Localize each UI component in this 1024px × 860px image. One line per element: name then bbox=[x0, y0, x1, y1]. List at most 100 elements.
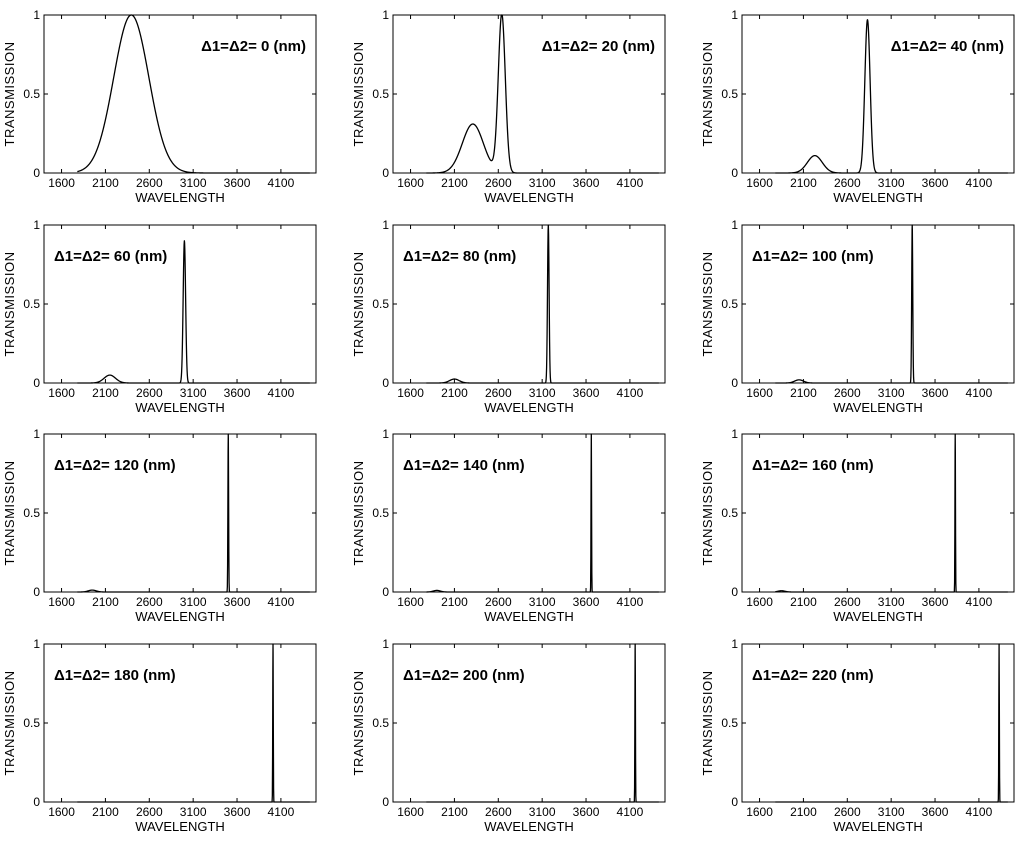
y-axis-label: TRANSMISSION bbox=[351, 461, 366, 566]
x-tick-label: 4100 bbox=[268, 805, 295, 819]
x-tick-label: 2100 bbox=[92, 805, 119, 819]
x-axis-label: WAVELENGTH bbox=[833, 819, 923, 834]
x-axis-label: WAVELENGTH bbox=[484, 190, 574, 205]
x-tick-label: 1600 bbox=[397, 805, 424, 819]
x-tick-label: 2100 bbox=[92, 386, 119, 400]
x-tick-label: 2600 bbox=[485, 386, 512, 400]
x-tick-label: 1600 bbox=[397, 386, 424, 400]
subplot-6: 1600 2100 2600 3100 3600 4100 0 0.5 1 WAVELENGTH T… bbox=[700, 218, 1015, 415]
y-tick-label: 0.5 bbox=[23, 506, 40, 520]
x-tick-label: 4100 bbox=[966, 176, 993, 190]
x-tick-label: 3600 bbox=[573, 176, 600, 190]
x-tick-label: 2600 bbox=[485, 595, 512, 609]
subplot-1: 1600 2100 2600 3100 3600 4100 0 0.5 1 WAVELENGTH T… bbox=[2, 8, 317, 205]
x-tick-label: 1600 bbox=[397, 176, 424, 190]
y-tick-label: 1 bbox=[382, 218, 389, 232]
x-tick-label: 4100 bbox=[617, 805, 644, 819]
x-tick-label: 3100 bbox=[878, 805, 905, 819]
x-tick-label: 2100 bbox=[790, 595, 817, 609]
x-tick-label: 3600 bbox=[922, 595, 949, 609]
x-tick-label: 3600 bbox=[224, 176, 251, 190]
y-tick-label: 0.5 bbox=[372, 87, 389, 101]
x-tick-label: 3600 bbox=[922, 805, 949, 819]
x-axis-label: WAVELENGTH bbox=[833, 190, 923, 205]
y-tick-label: 1 bbox=[33, 637, 40, 651]
x-tick-label: 4100 bbox=[617, 176, 644, 190]
y-tick-label: 0 bbox=[33, 795, 40, 809]
y-tick-label: 1 bbox=[382, 637, 389, 651]
transmission-series bbox=[425, 14, 660, 174]
delta-annotation: Δ1=Δ2= 80 (nm) bbox=[403, 248, 516, 265]
subplot-12: 1600 2100 2600 3100 3600 4100 0 0.5 1 WAVELENGTH T… bbox=[700, 637, 1015, 834]
y-tick-label: 0.5 bbox=[23, 87, 40, 101]
x-tick-label: 2600 bbox=[136, 805, 163, 819]
y-axis-label: TRANSMISSION bbox=[351, 252, 366, 357]
y-tick-label: 0 bbox=[33, 585, 40, 599]
x-tick-label: 3100 bbox=[529, 805, 556, 819]
x-tick-label: 2600 bbox=[834, 805, 861, 819]
x-tick-label: 4100 bbox=[617, 386, 644, 400]
y-axis-label: TRANSMISSION bbox=[700, 42, 715, 147]
transmission-series bbox=[76, 240, 311, 384]
x-tick-label: 1600 bbox=[746, 386, 773, 400]
y-axis-label: TRANSMISSION bbox=[2, 252, 17, 357]
y-tick-label: 0.5 bbox=[721, 506, 738, 520]
x-tick-label: 4100 bbox=[617, 595, 644, 609]
transmission-series bbox=[425, 224, 660, 384]
y-tick-label: 1 bbox=[33, 8, 40, 22]
delta-annotation: Δ1=Δ2= 100 (nm) bbox=[752, 248, 874, 265]
y-tick-label: 0.5 bbox=[721, 297, 738, 311]
x-tick-label: 3600 bbox=[922, 176, 949, 190]
delta-annotation: Δ1=Δ2= 20 (nm) bbox=[542, 38, 655, 55]
x-axis-label: WAVELENGTH bbox=[484, 819, 574, 834]
x-tick-label: 1600 bbox=[746, 176, 773, 190]
x-tick-label: 2600 bbox=[834, 595, 861, 609]
x-tick-label: 1600 bbox=[48, 805, 75, 819]
x-tick-label: 3100 bbox=[180, 595, 207, 609]
subplot-11: 1600 2100 2600 3100 3600 4100 0 0.5 1 WAVELENGTH T… bbox=[351, 637, 666, 834]
x-axis-label: WAVELENGTH bbox=[135, 400, 225, 415]
x-tick-label: 4100 bbox=[268, 595, 295, 609]
x-tick-label: 4100 bbox=[268, 176, 295, 190]
x-tick-label: 2600 bbox=[485, 176, 512, 190]
x-axis-label: WAVELENGTH bbox=[135, 819, 225, 834]
y-tick-label: 0 bbox=[33, 166, 40, 180]
x-tick-label: 4100 bbox=[966, 805, 993, 819]
y-tick-label: 0.5 bbox=[23, 297, 40, 311]
x-tick-label: 2600 bbox=[136, 386, 163, 400]
x-tick-label: 2100 bbox=[790, 805, 817, 819]
delta-annotation: Δ1=Δ2= 200 (nm) bbox=[403, 667, 525, 684]
x-tick-label: 1600 bbox=[397, 595, 424, 609]
y-tick-label: 1 bbox=[33, 218, 40, 232]
x-tick-label: 3100 bbox=[180, 386, 207, 400]
y-tick-label: 0.5 bbox=[372, 716, 389, 730]
y-tick-label: 0.5 bbox=[721, 716, 738, 730]
y-tick-label: 0 bbox=[382, 376, 389, 390]
y-axis-label: TRANSMISSION bbox=[351, 42, 366, 147]
transmission-series bbox=[774, 19, 1009, 174]
x-tick-label: 2100 bbox=[92, 595, 119, 609]
y-tick-label: 0 bbox=[382, 585, 389, 599]
x-tick-label: 1600 bbox=[48, 595, 75, 609]
x-tick-label: 3100 bbox=[529, 595, 556, 609]
delta-annotation: Δ1=Δ2= 180 (nm) bbox=[54, 667, 176, 684]
x-tick-label: 2600 bbox=[485, 805, 512, 819]
subplot-8: 1600 2100 2600 3100 3600 4100 0 0.5 1 WAVELENGTH T… bbox=[351, 427, 666, 624]
transmission-series bbox=[774, 643, 1009, 803]
transmission-series bbox=[425, 433, 660, 593]
subplot-4: 1600 2100 2600 3100 3600 4100 0 0.5 1 WAVELENGTH T… bbox=[2, 218, 317, 415]
x-axis-label: WAVELENGTH bbox=[833, 400, 923, 415]
x-tick-label: 3600 bbox=[224, 595, 251, 609]
y-tick-label: 1 bbox=[731, 637, 738, 651]
subplot-3: 1600 2100 2600 3100 3600 4100 0 0.5 1 WAVELENGTH T… bbox=[700, 8, 1015, 205]
y-tick-label: 1 bbox=[382, 427, 389, 441]
delta-annotation: Δ1=Δ2= 160 (nm) bbox=[752, 457, 874, 474]
x-tick-label: 3100 bbox=[878, 595, 905, 609]
x-tick-label: 3600 bbox=[922, 386, 949, 400]
x-tick-label: 1600 bbox=[48, 176, 75, 190]
y-tick-label: 1 bbox=[33, 427, 40, 441]
x-tick-label: 2100 bbox=[790, 386, 817, 400]
y-axis-label: TRANSMISSION bbox=[2, 461, 17, 566]
x-axis-label: WAVELENGTH bbox=[484, 609, 574, 624]
